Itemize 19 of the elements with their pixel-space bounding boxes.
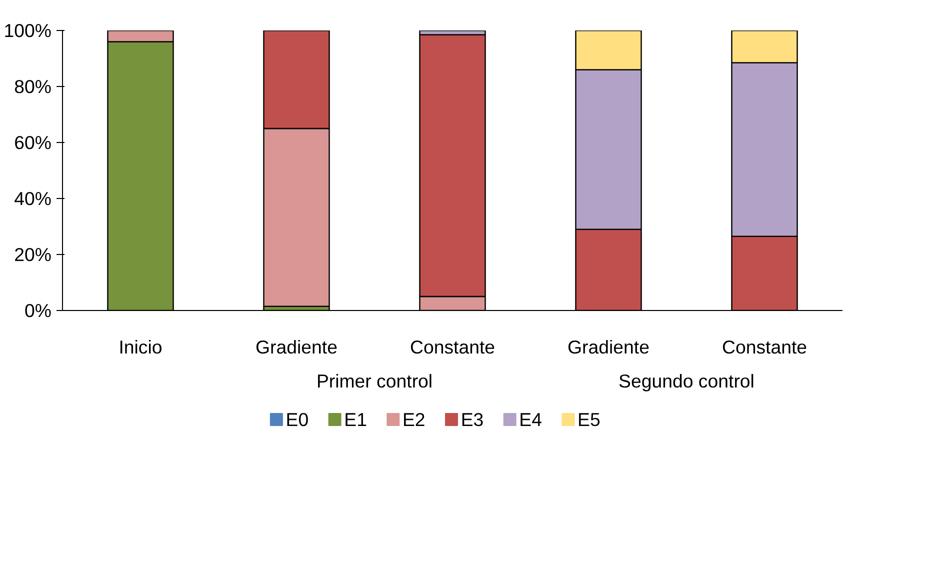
legend-label: E1 — [344, 409, 367, 430]
x-tick-label: Constante — [410, 336, 496, 358]
legend-label: E0 — [286, 409, 309, 430]
x-tick-label: Constante — [722, 336, 808, 358]
y-tick-label: 60% — [14, 132, 52, 153]
text: Segundo control — [618, 370, 754, 392]
x-tick-label: Gradiente — [256, 336, 338, 358]
x-tick-label: Gradiente — [568, 336, 650, 358]
y-tick-label: 20% — [14, 244, 52, 265]
legend-label: E5 — [578, 409, 600, 430]
legend-label: E4 — [519, 409, 542, 430]
y-tick-label: 0% — [24, 300, 52, 321]
legend-label: E3 — [460, 409, 484, 430]
y-tick-label: 100% — [4, 20, 52, 41]
y-tick-label: 40% — [14, 188, 52, 209]
x-tick-label: Inicio — [118, 336, 162, 358]
legend-label: E2 — [402, 409, 426, 430]
y-tick-label: 80% — [14, 76, 52, 97]
text: Primer control — [316, 370, 433, 392]
